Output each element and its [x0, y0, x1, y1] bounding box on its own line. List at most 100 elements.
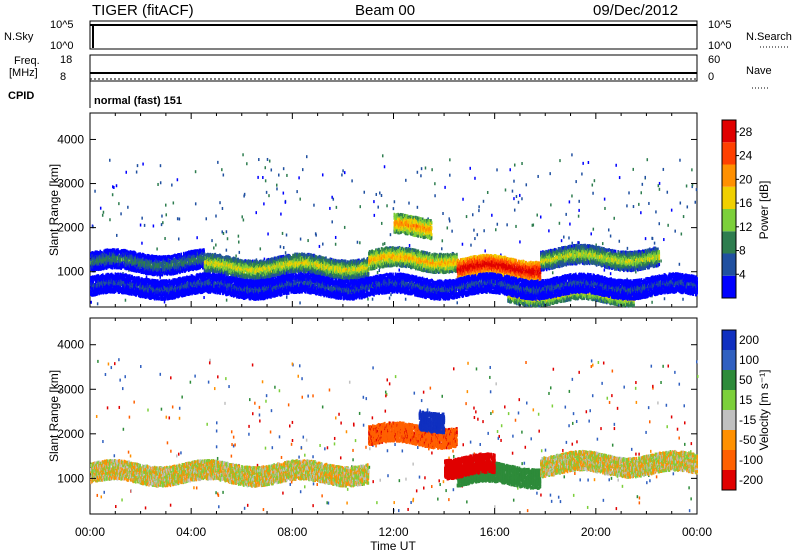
echo-cell — [394, 200, 396, 203]
echo-cell — [120, 212, 122, 215]
echo-cell — [344, 171, 346, 174]
echo-cell — [514, 164, 516, 167]
echo-cell — [335, 243, 337, 246]
echo-cell — [483, 229, 485, 232]
echo-cell — [515, 225, 517, 228]
echo-cell — [645, 237, 647, 240]
echo-cell — [425, 167, 427, 170]
echo-cell — [140, 224, 142, 227]
echo-cell — [243, 195, 245, 198]
echo-cell — [420, 174, 422, 177]
echo-cell — [533, 224, 535, 227]
echo-cell — [280, 245, 282, 248]
echo-cell — [246, 162, 248, 165]
echo-cell — [594, 179, 596, 182]
echo-cell — [691, 168, 693, 171]
echo-cell — [472, 213, 474, 216]
echo-cell — [177, 217, 179, 220]
echo-cell — [377, 206, 379, 209]
echo-cell — [578, 209, 580, 212]
echo-cell — [660, 260, 662, 263]
echo-cell — [298, 176, 300, 179]
echo-cell — [222, 230, 224, 233]
echo-cell — [408, 202, 410, 205]
echo-cell — [265, 179, 267, 182]
echo-cell — [659, 222, 661, 225]
echo-cell — [405, 298, 407, 301]
echo-cell — [239, 251, 241, 254]
echo-cell — [382, 154, 384, 157]
echo-cell — [271, 168, 273, 171]
echo-cell — [680, 202, 682, 205]
cpid-label: CPID — [8, 90, 34, 102]
echo-cell — [561, 239, 563, 242]
echo-cell — [491, 214, 493, 217]
echo-cell — [100, 207, 102, 210]
echo-cell — [306, 155, 308, 158]
echo-cell — [341, 173, 343, 176]
echo-cell — [651, 301, 653, 304]
echo-cell — [513, 180, 515, 183]
echo-cell — [633, 205, 635, 208]
echo-cell — [571, 194, 573, 197]
echo-cell — [153, 224, 155, 227]
echo-cell — [112, 193, 114, 196]
echo-cell — [226, 299, 228, 302]
echo-cell — [255, 211, 256, 214]
echo-cell — [102, 214, 104, 217]
echo-cell — [141, 242, 143, 245]
echo-cell — [514, 209, 516, 212]
nave-tick-low: 0 — [708, 71, 714, 83]
echo-cell — [626, 204, 628, 207]
echo-cell — [604, 207, 606, 210]
echo-cell — [226, 230, 228, 233]
echo-cell — [548, 229, 550, 232]
echo-cell — [382, 243, 384, 246]
echo-cell — [608, 228, 610, 231]
echo-cell — [379, 191, 381, 194]
echo-cell — [195, 170, 197, 173]
echo-cell — [474, 177, 476, 180]
echo-cell — [604, 198, 606, 201]
echo-cell — [329, 207, 331, 210]
echo-cell — [456, 301, 458, 304]
echo-cell — [278, 174, 280, 177]
echo-cell — [141, 217, 143, 220]
echo-cell — [487, 191, 489, 194]
echo-cell — [559, 159, 561, 162]
echo-cell — [462, 243, 464, 246]
echo-cell — [449, 158, 451, 161]
echo-cell — [495, 228, 497, 231]
echo-cell — [161, 223, 163, 226]
echo-cell — [663, 238, 665, 241]
echo-cell — [118, 202, 120, 205]
echo-cell — [671, 209, 673, 212]
echo-cell — [322, 243, 324, 246]
echo-cell — [222, 256, 224, 259]
echo-cell — [215, 244, 217, 247]
echo-cell — [267, 232, 269, 235]
echo-cell — [384, 242, 386, 245]
echo-cell — [571, 153, 573, 156]
echo-cell — [97, 302, 99, 305]
echo-cell — [521, 197, 523, 200]
echo-cell — [357, 241, 359, 244]
echo-cell — [592, 184, 594, 187]
echo-cell — [381, 222, 383, 225]
echo-cell — [109, 159, 111, 162]
echo-cell — [267, 158, 269, 161]
echo-cell — [640, 211, 642, 214]
echo-cell — [269, 160, 271, 163]
echo-cell — [592, 192, 594, 195]
echo-cell — [262, 176, 264, 179]
echo-cell — [300, 238, 302, 241]
echo-cell — [319, 245, 321, 248]
echo-cell — [569, 200, 571, 203]
echo-cell — [221, 168, 223, 171]
echo-cell — [417, 206, 419, 209]
echo-cell — [296, 190, 298, 193]
echo-cell — [157, 183, 159, 186]
echo-cell — [483, 200, 485, 203]
echo-cell — [667, 191, 669, 194]
